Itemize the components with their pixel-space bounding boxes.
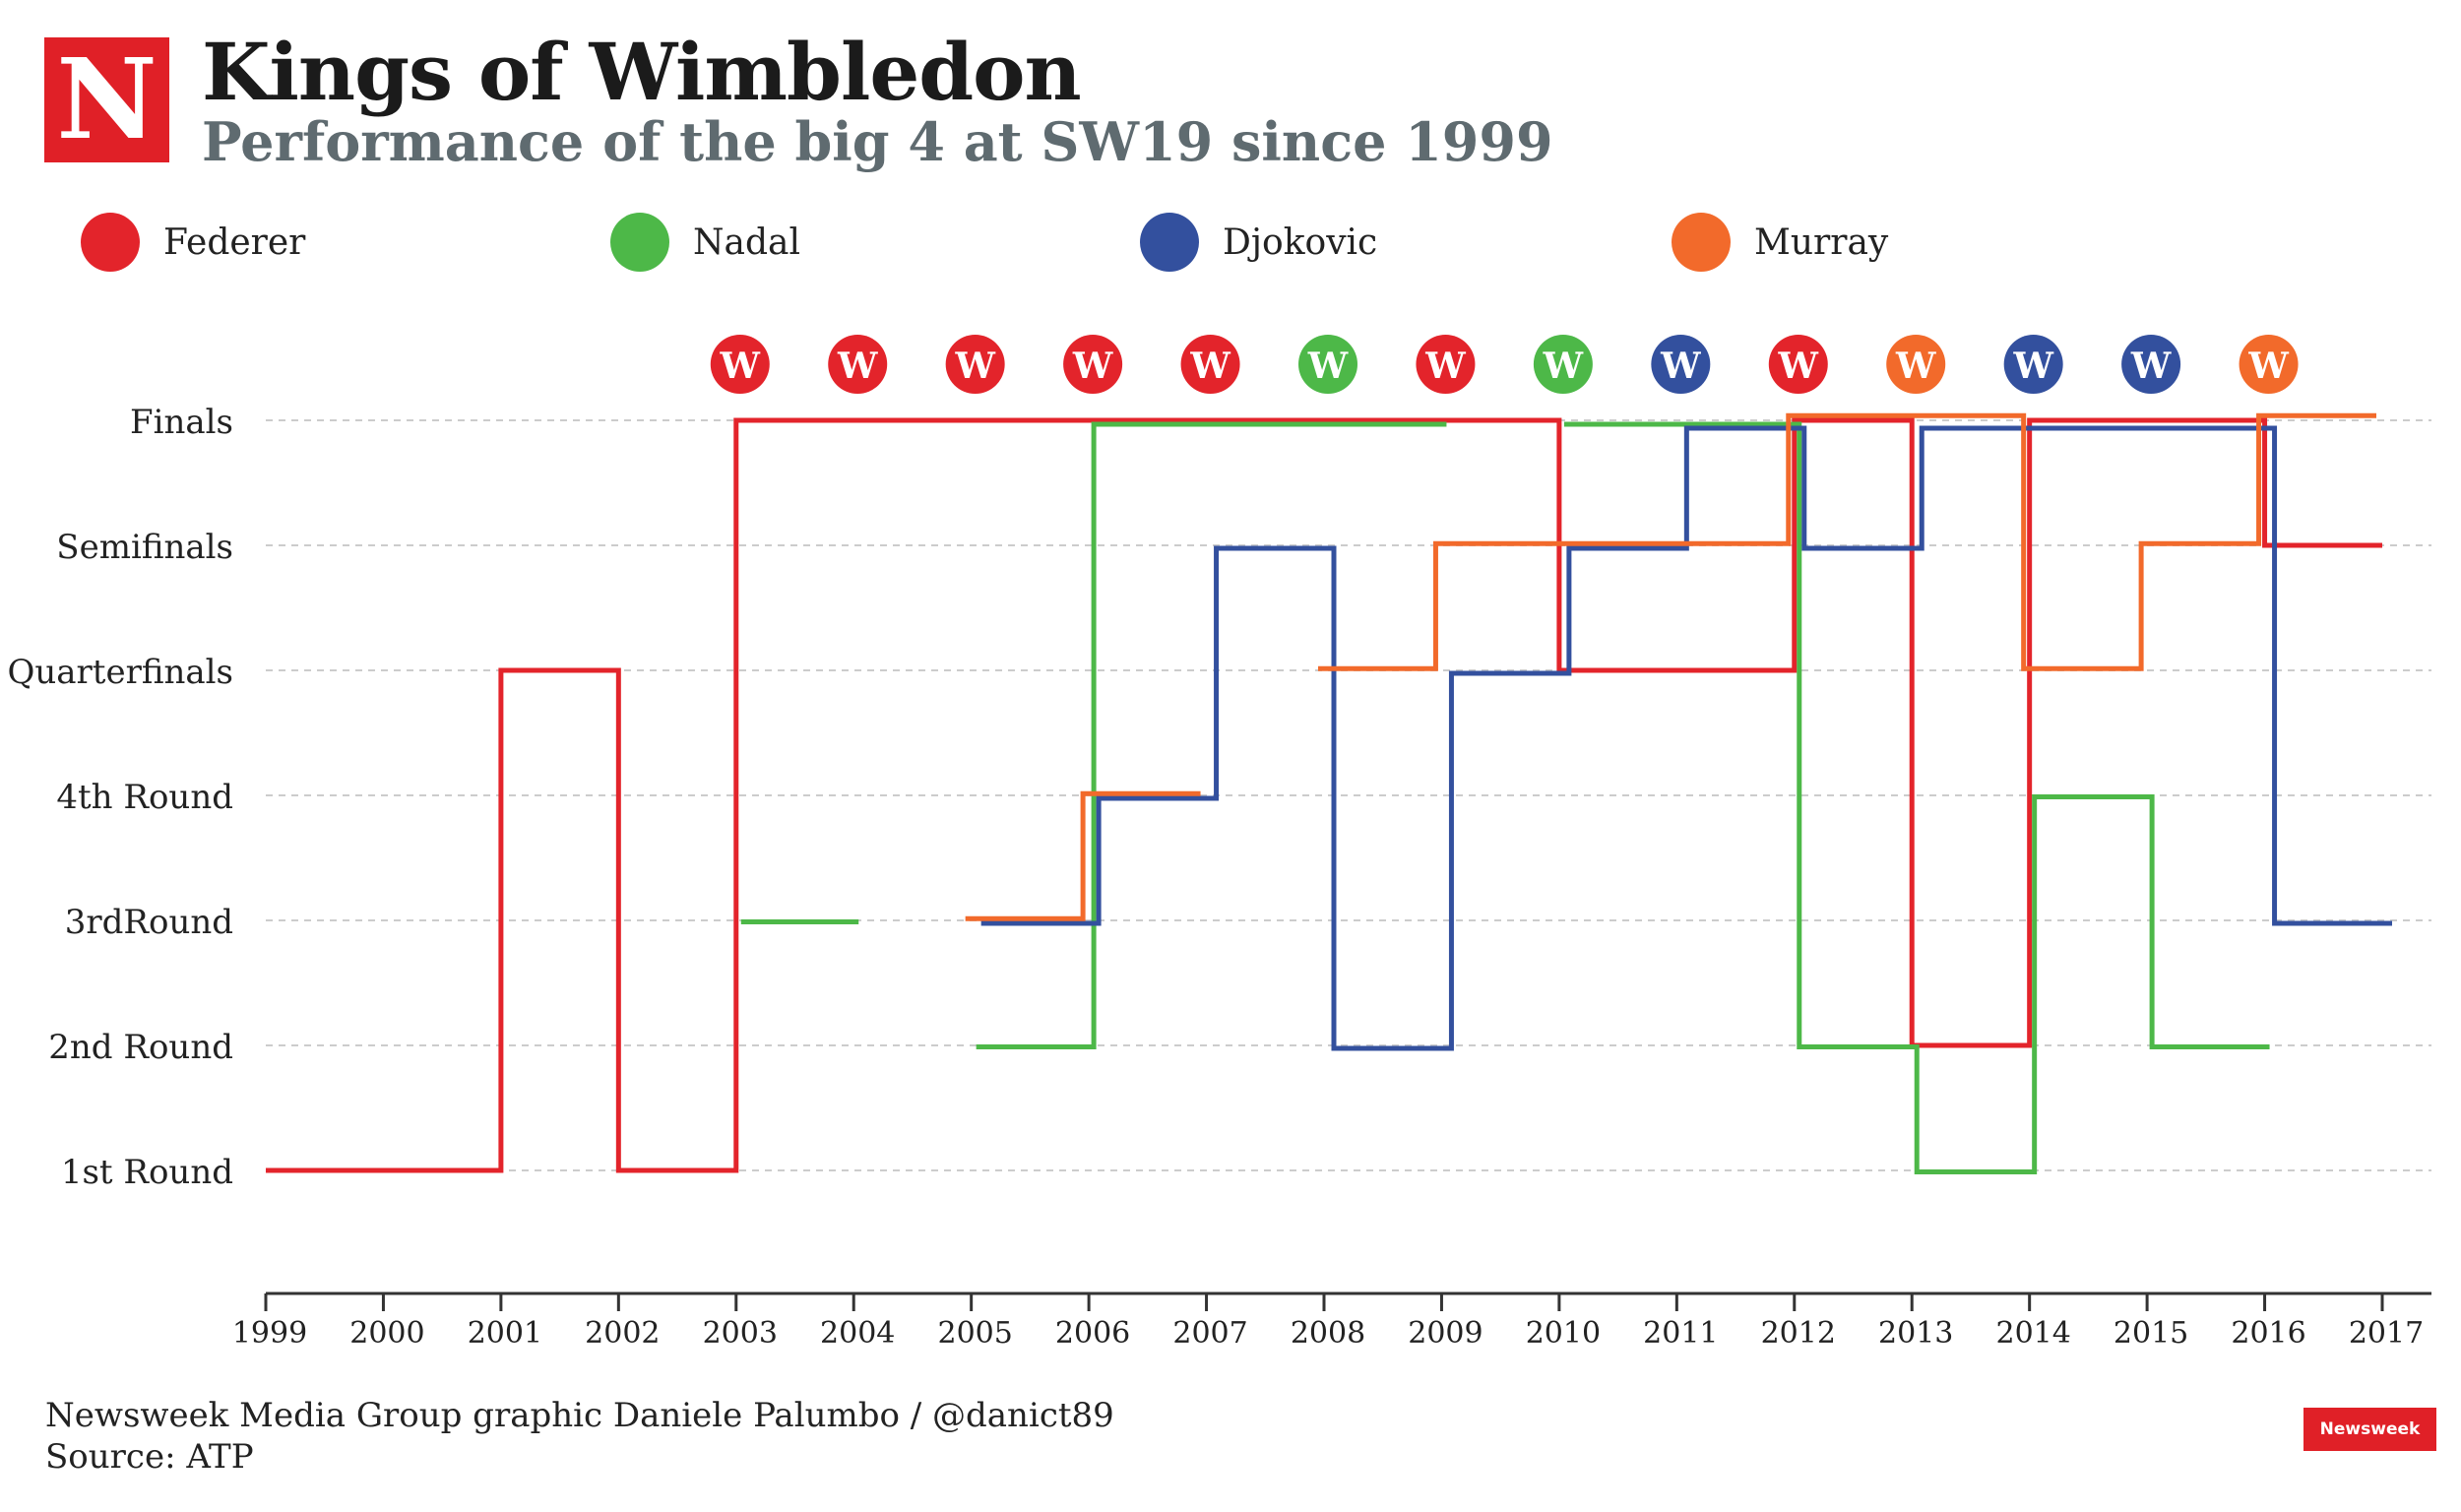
winner-badge-2006 bbox=[1063, 335, 1123, 394]
legend-swatch-nadal bbox=[610, 213, 669, 272]
x-tick-label-2007: 2007 bbox=[1172, 1316, 1247, 1351]
winner-badge-2013 bbox=[1886, 335, 1946, 394]
winner-label-2016: W bbox=[2247, 346, 2289, 387]
legend-item-nadal: Nadal bbox=[610, 211, 800, 274]
winner-badge-2007 bbox=[1180, 335, 1240, 394]
y-tick-label-finals: Finals bbox=[130, 403, 233, 442]
x-tick-label-2002: 2002 bbox=[585, 1316, 660, 1351]
series-line-federer-0 bbox=[266, 417, 2382, 1173]
newsweek-logo: N bbox=[44, 37, 169, 162]
y-tick-label-4th-round: 4th Round bbox=[56, 778, 233, 817]
winner-label-2015: W bbox=[2130, 346, 2172, 387]
winner-label-2012: W bbox=[1778, 346, 1819, 387]
x-tick-label-2013: 2013 bbox=[1878, 1316, 1953, 1351]
legend-swatch-murray bbox=[1672, 213, 1731, 272]
winner-label-2009: W bbox=[1424, 346, 1466, 387]
legend-label: Nadal bbox=[693, 221, 800, 263]
winner-label-2013: W bbox=[1895, 346, 1936, 387]
x-tick-label-2005: 2005 bbox=[937, 1316, 1012, 1351]
source-line: Source: ATP bbox=[45, 1437, 254, 1477]
x-tick-label-1999: 1999 bbox=[232, 1316, 307, 1351]
credit-line: Newsweek Media Group graphic Daniele Pal… bbox=[45, 1396, 1114, 1435]
x-tick-label-2001: 2001 bbox=[468, 1316, 542, 1351]
winner-badge-2015 bbox=[2121, 335, 2181, 394]
x-tick-label-2003: 2003 bbox=[703, 1316, 778, 1351]
series-line-djokovic-0 bbox=[980, 425, 2392, 1051]
winner-badge-2008 bbox=[1298, 335, 1357, 394]
winner-badge-2004 bbox=[828, 335, 888, 394]
winner-label-2014: W bbox=[2012, 346, 2053, 387]
x-tick-label-2004: 2004 bbox=[820, 1316, 895, 1351]
x-tick-label-2012: 2012 bbox=[1761, 1316, 1836, 1351]
newsweek-badge: Newsweek bbox=[2303, 1408, 2436, 1451]
axis-layer: 1st Round 2nd Round 3rdRound 4th Round Quart… bbox=[8, 403, 2431, 1351]
winner-label-2004: W bbox=[837, 346, 878, 387]
x-tick-label-2000: 2000 bbox=[349, 1316, 424, 1351]
legend-label: Djokovic bbox=[1223, 221, 1378, 263]
winner-label-2007: W bbox=[1189, 346, 1230, 387]
x-tick-label-2008: 2008 bbox=[1291, 1316, 1365, 1351]
x-tick-label-2010: 2010 bbox=[1526, 1316, 1601, 1351]
y-tick-label-1st-round: 1st Round bbox=[61, 1153, 233, 1192]
winner-badge-2011 bbox=[1651, 335, 1711, 394]
legend-label: Murray bbox=[1754, 221, 1889, 263]
series-line-nadal-1 bbox=[976, 421, 1447, 1049]
series-line-murray-1 bbox=[1318, 412, 2376, 671]
series-line-nadal-2 bbox=[1563, 421, 2270, 1174]
winner-label-2006: W bbox=[1072, 346, 1113, 387]
winner-label-2008: W bbox=[1307, 346, 1349, 387]
winner-badge-2016 bbox=[2239, 335, 2299, 394]
x-tick-label-2016: 2016 bbox=[2231, 1316, 2305, 1351]
series-layer bbox=[266, 412, 2392, 1174]
legend-label: Federer bbox=[163, 221, 306, 263]
winner-badge-2010 bbox=[1533, 335, 1593, 394]
winner-label-2005: W bbox=[954, 346, 995, 387]
legend-item-murray: Murray bbox=[1672, 211, 1888, 274]
legend-swatch-federer bbox=[81, 213, 140, 272]
winner-label-2010: W bbox=[1543, 346, 1584, 387]
x-tick-label-2009: 2009 bbox=[1408, 1316, 1483, 1351]
series-line-murray-0 bbox=[965, 790, 1201, 921]
winner-label-2011: W bbox=[1660, 346, 1701, 387]
winner-badge-2009 bbox=[1416, 335, 1476, 394]
x-tick-label-2014: 2014 bbox=[1995, 1316, 2070, 1351]
legend-item-federer: Federer bbox=[81, 211, 305, 274]
x-tick-label-2011: 2011 bbox=[1643, 1316, 1718, 1351]
winner-badge-2005 bbox=[945, 335, 1005, 394]
y-tick-label-3rdround: 3rdRound bbox=[65, 903, 233, 942]
y-tick-label-semifinals: Semifinals bbox=[56, 528, 233, 567]
winner-badge-2014 bbox=[2003, 335, 2063, 394]
legend-item-djokovic: Djokovic bbox=[1140, 211, 1377, 274]
chart-subtitle: Performance of the big 4 at SW19 since 1… bbox=[202, 110, 1553, 173]
y-tick-label-2nd-round: 2nd Round bbox=[48, 1028, 233, 1067]
x-tick-label-2015: 2015 bbox=[2114, 1316, 2188, 1351]
chart-title: Kings of Wimbledon bbox=[202, 26, 1082, 118]
x-tick-label-2017: 2017 bbox=[2349, 1316, 2424, 1351]
y-tick-label-quarterfinals: Quarterfinals bbox=[8, 653, 234, 692]
winner-label-2003: W bbox=[720, 346, 761, 387]
winner-badge-2012 bbox=[1768, 335, 1828, 394]
x-tick-label-2006: 2006 bbox=[1055, 1316, 1130, 1351]
legend-swatch-djokovic bbox=[1140, 213, 1199, 272]
winner-badge-2003 bbox=[710, 335, 770, 394]
